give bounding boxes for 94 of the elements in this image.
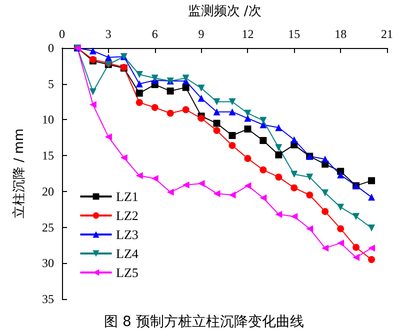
point xyxy=(275,151,282,158)
point xyxy=(213,120,220,127)
point xyxy=(244,126,252,133)
x-tick-label: 6 xyxy=(152,27,158,41)
y-tick-label: 25 xyxy=(42,220,54,234)
point xyxy=(275,124,282,132)
point xyxy=(120,154,128,162)
point xyxy=(368,177,376,184)
point xyxy=(136,71,143,78)
point xyxy=(368,194,376,201)
point xyxy=(104,54,112,61)
point xyxy=(136,172,143,180)
legend-label: LZ2 xyxy=(116,208,138,223)
point xyxy=(337,171,344,178)
point xyxy=(275,210,282,218)
point xyxy=(228,108,236,116)
x-tick-label: 3 xyxy=(105,27,112,41)
point xyxy=(136,99,143,106)
point xyxy=(136,80,143,88)
point xyxy=(260,116,267,124)
point xyxy=(198,84,205,92)
point xyxy=(337,204,344,211)
point xyxy=(213,126,220,134)
y-tick-label: 5 xyxy=(48,76,54,91)
point xyxy=(182,84,190,91)
point xyxy=(306,225,314,232)
point xyxy=(182,74,190,82)
point xyxy=(322,189,329,196)
point xyxy=(244,154,252,162)
point xyxy=(166,110,174,117)
point xyxy=(228,142,236,150)
point xyxy=(213,190,220,198)
point xyxy=(352,254,360,261)
point xyxy=(260,194,267,202)
legend-label: LZ1 xyxy=(116,189,138,204)
point xyxy=(322,208,329,216)
x-tick-label: 21 xyxy=(381,27,393,41)
point xyxy=(198,94,205,102)
legend-label: LZ4 xyxy=(116,246,139,261)
point xyxy=(275,174,282,181)
point xyxy=(322,244,329,252)
y-tick-label: 35 xyxy=(42,292,54,306)
point xyxy=(368,224,376,232)
point xyxy=(244,110,252,117)
point xyxy=(213,108,220,116)
point xyxy=(228,98,236,106)
point xyxy=(322,156,329,163)
point xyxy=(244,114,252,122)
point xyxy=(166,188,174,196)
point xyxy=(89,101,96,108)
point xyxy=(337,240,344,247)
point xyxy=(182,106,190,114)
x-tick-label: 0 xyxy=(59,27,65,41)
x-tick-label: 15 xyxy=(288,27,300,41)
x-tick-label: 18 xyxy=(334,27,347,41)
y-tick-label: 15 xyxy=(42,148,54,163)
point xyxy=(290,136,298,144)
point xyxy=(260,137,267,144)
point xyxy=(198,180,205,188)
point xyxy=(228,132,236,139)
point xyxy=(306,192,314,199)
point xyxy=(89,47,96,54)
point xyxy=(306,174,314,181)
text: 图 8 预制方桩立柱沉降变化曲线 xyxy=(104,314,304,330)
x-tick-label: 12 xyxy=(242,27,254,41)
point xyxy=(368,244,376,252)
point xyxy=(151,175,158,182)
point xyxy=(228,192,236,199)
point xyxy=(290,184,298,192)
point xyxy=(290,170,298,178)
point xyxy=(275,144,282,152)
y-axis-title: 立柱沉降 / mm xyxy=(11,128,27,218)
legend-label: LZ5 xyxy=(116,265,138,280)
point xyxy=(352,213,360,220)
point xyxy=(260,166,267,174)
point xyxy=(352,244,360,251)
point xyxy=(136,90,143,97)
point xyxy=(213,98,220,106)
point xyxy=(290,213,298,220)
point xyxy=(368,256,376,264)
point xyxy=(89,88,96,96)
y-tick-label: 10 xyxy=(42,112,54,127)
point xyxy=(151,104,158,112)
legend-label: LZ3 xyxy=(116,227,138,242)
y-tick-label: 0 xyxy=(48,41,54,55)
point xyxy=(337,225,344,232)
point xyxy=(104,133,112,140)
y-tick-label: 30 xyxy=(42,256,54,270)
point xyxy=(244,182,252,190)
x-axis-title: 监测频次 /次 xyxy=(188,4,262,19)
y-tick-label: 20 xyxy=(42,184,54,198)
point xyxy=(182,181,190,188)
point xyxy=(166,88,174,95)
x-tick-label: 9 xyxy=(198,27,204,41)
